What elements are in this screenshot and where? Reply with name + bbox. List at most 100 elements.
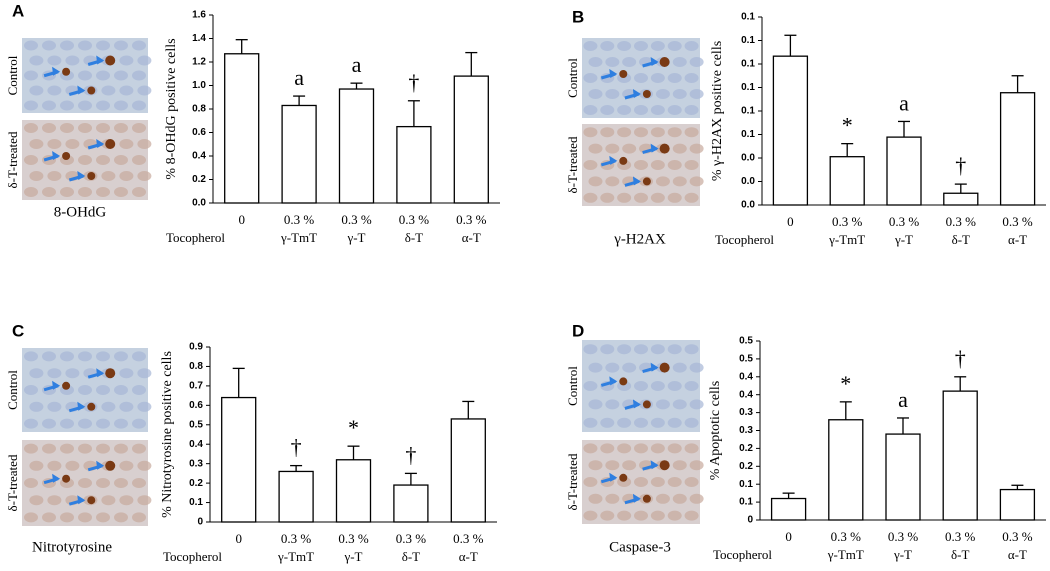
stained-nucleus — [105, 139, 116, 149]
cell — [617, 127, 632, 138]
x-axis-label: Tocopherol — [163, 549, 222, 564]
stained-nucleus — [659, 143, 670, 154]
y-tick-label: 0.6 — [189, 400, 203, 411]
cell — [684, 41, 699, 51]
cell — [684, 192, 699, 203]
cell — [583, 443, 598, 454]
arrow-head — [650, 460, 659, 470]
cell — [132, 351, 146, 362]
y-tick-label: 0.5 — [739, 336, 753, 347]
cell — [65, 368, 80, 379]
y-tick-label: 0.8 — [189, 361, 203, 372]
y-tick-label: 0.0 — [741, 176, 755, 187]
cell — [42, 418, 56, 429]
cell — [65, 55, 80, 66]
x-tick-sublabel: γ-TmT — [277, 549, 314, 564]
panel-letter: B — [572, 7, 584, 26]
arrow-head — [52, 151, 61, 160]
y-tick-label: 0.3 — [739, 407, 753, 418]
cell — [137, 139, 152, 149]
cell — [689, 143, 704, 154]
cell — [65, 139, 80, 149]
micrograph — [22, 348, 152, 432]
x-tick-label: 0.3 % — [341, 212, 372, 227]
bar — [770, 497, 807, 521]
cell — [132, 443, 146, 454]
cell — [132, 478, 146, 488]
cell — [622, 362, 637, 373]
cell — [96, 187, 110, 197]
panel-letter: D — [572, 321, 584, 340]
cell — [622, 460, 637, 471]
x-tick-label: 0.3 % — [453, 531, 484, 546]
cell — [96, 512, 110, 523]
cell — [605, 399, 620, 410]
arrow-head — [609, 155, 618, 165]
y-tick-label: 0.8 — [192, 104, 206, 115]
cell — [24, 187, 38, 197]
y-tick-label: 0.2 — [189, 478, 203, 489]
cell — [114, 385, 128, 395]
cell — [101, 495, 116, 506]
cell — [114, 443, 128, 454]
cell — [667, 443, 682, 454]
cell — [132, 418, 146, 429]
cell — [600, 192, 615, 203]
cell — [588, 362, 603, 373]
arrow-head — [96, 368, 105, 378]
cell — [96, 478, 110, 488]
bar — [453, 75, 489, 204]
cell — [132, 100, 146, 111]
cell — [667, 381, 682, 391]
cell — [60, 418, 74, 429]
x-tick-label: 0 — [235, 531, 242, 546]
significance-label: a — [899, 90, 909, 115]
cell — [689, 460, 704, 471]
cell — [684, 105, 699, 115]
cell — [617, 417, 632, 428]
cell — [137, 460, 152, 471]
cell — [650, 192, 665, 203]
panel-letter: A — [12, 1, 24, 20]
cell — [42, 187, 56, 197]
cell — [96, 100, 110, 111]
cell — [583, 41, 598, 51]
significance-label: † — [955, 153, 966, 178]
cell — [634, 443, 648, 454]
cell — [47, 401, 62, 412]
cell — [119, 495, 134, 506]
cell — [689, 493, 704, 504]
significance-label: * — [348, 415, 359, 440]
image-label: δ-T-treated — [565, 136, 580, 193]
micrograph — [582, 340, 704, 432]
cell — [667, 344, 682, 355]
cell — [132, 155, 146, 165]
cell — [114, 40, 128, 51]
cell — [114, 187, 128, 197]
cell — [42, 512, 56, 523]
arrow-head — [96, 55, 105, 65]
cell — [672, 362, 687, 373]
y-tick-label: 0.4 — [739, 371, 753, 382]
cell — [96, 443, 110, 454]
cell — [655, 399, 670, 410]
panel-letter: C — [12, 321, 24, 340]
cell — [132, 512, 146, 523]
cell — [672, 493, 687, 504]
x-tick-label: 0.3 % — [338, 531, 369, 546]
cell — [78, 351, 92, 362]
arrow-head — [52, 380, 61, 390]
cell — [78, 443, 92, 454]
cell — [24, 385, 38, 395]
x-tick-label: 0.3 % — [1002, 214, 1033, 229]
cell — [583, 160, 598, 170]
cell — [114, 512, 128, 523]
cell — [24, 40, 38, 51]
cell — [24, 351, 38, 362]
cell — [47, 85, 62, 96]
cell — [684, 381, 699, 391]
cell — [583, 381, 598, 391]
cell — [42, 351, 56, 362]
cell — [78, 40, 92, 51]
